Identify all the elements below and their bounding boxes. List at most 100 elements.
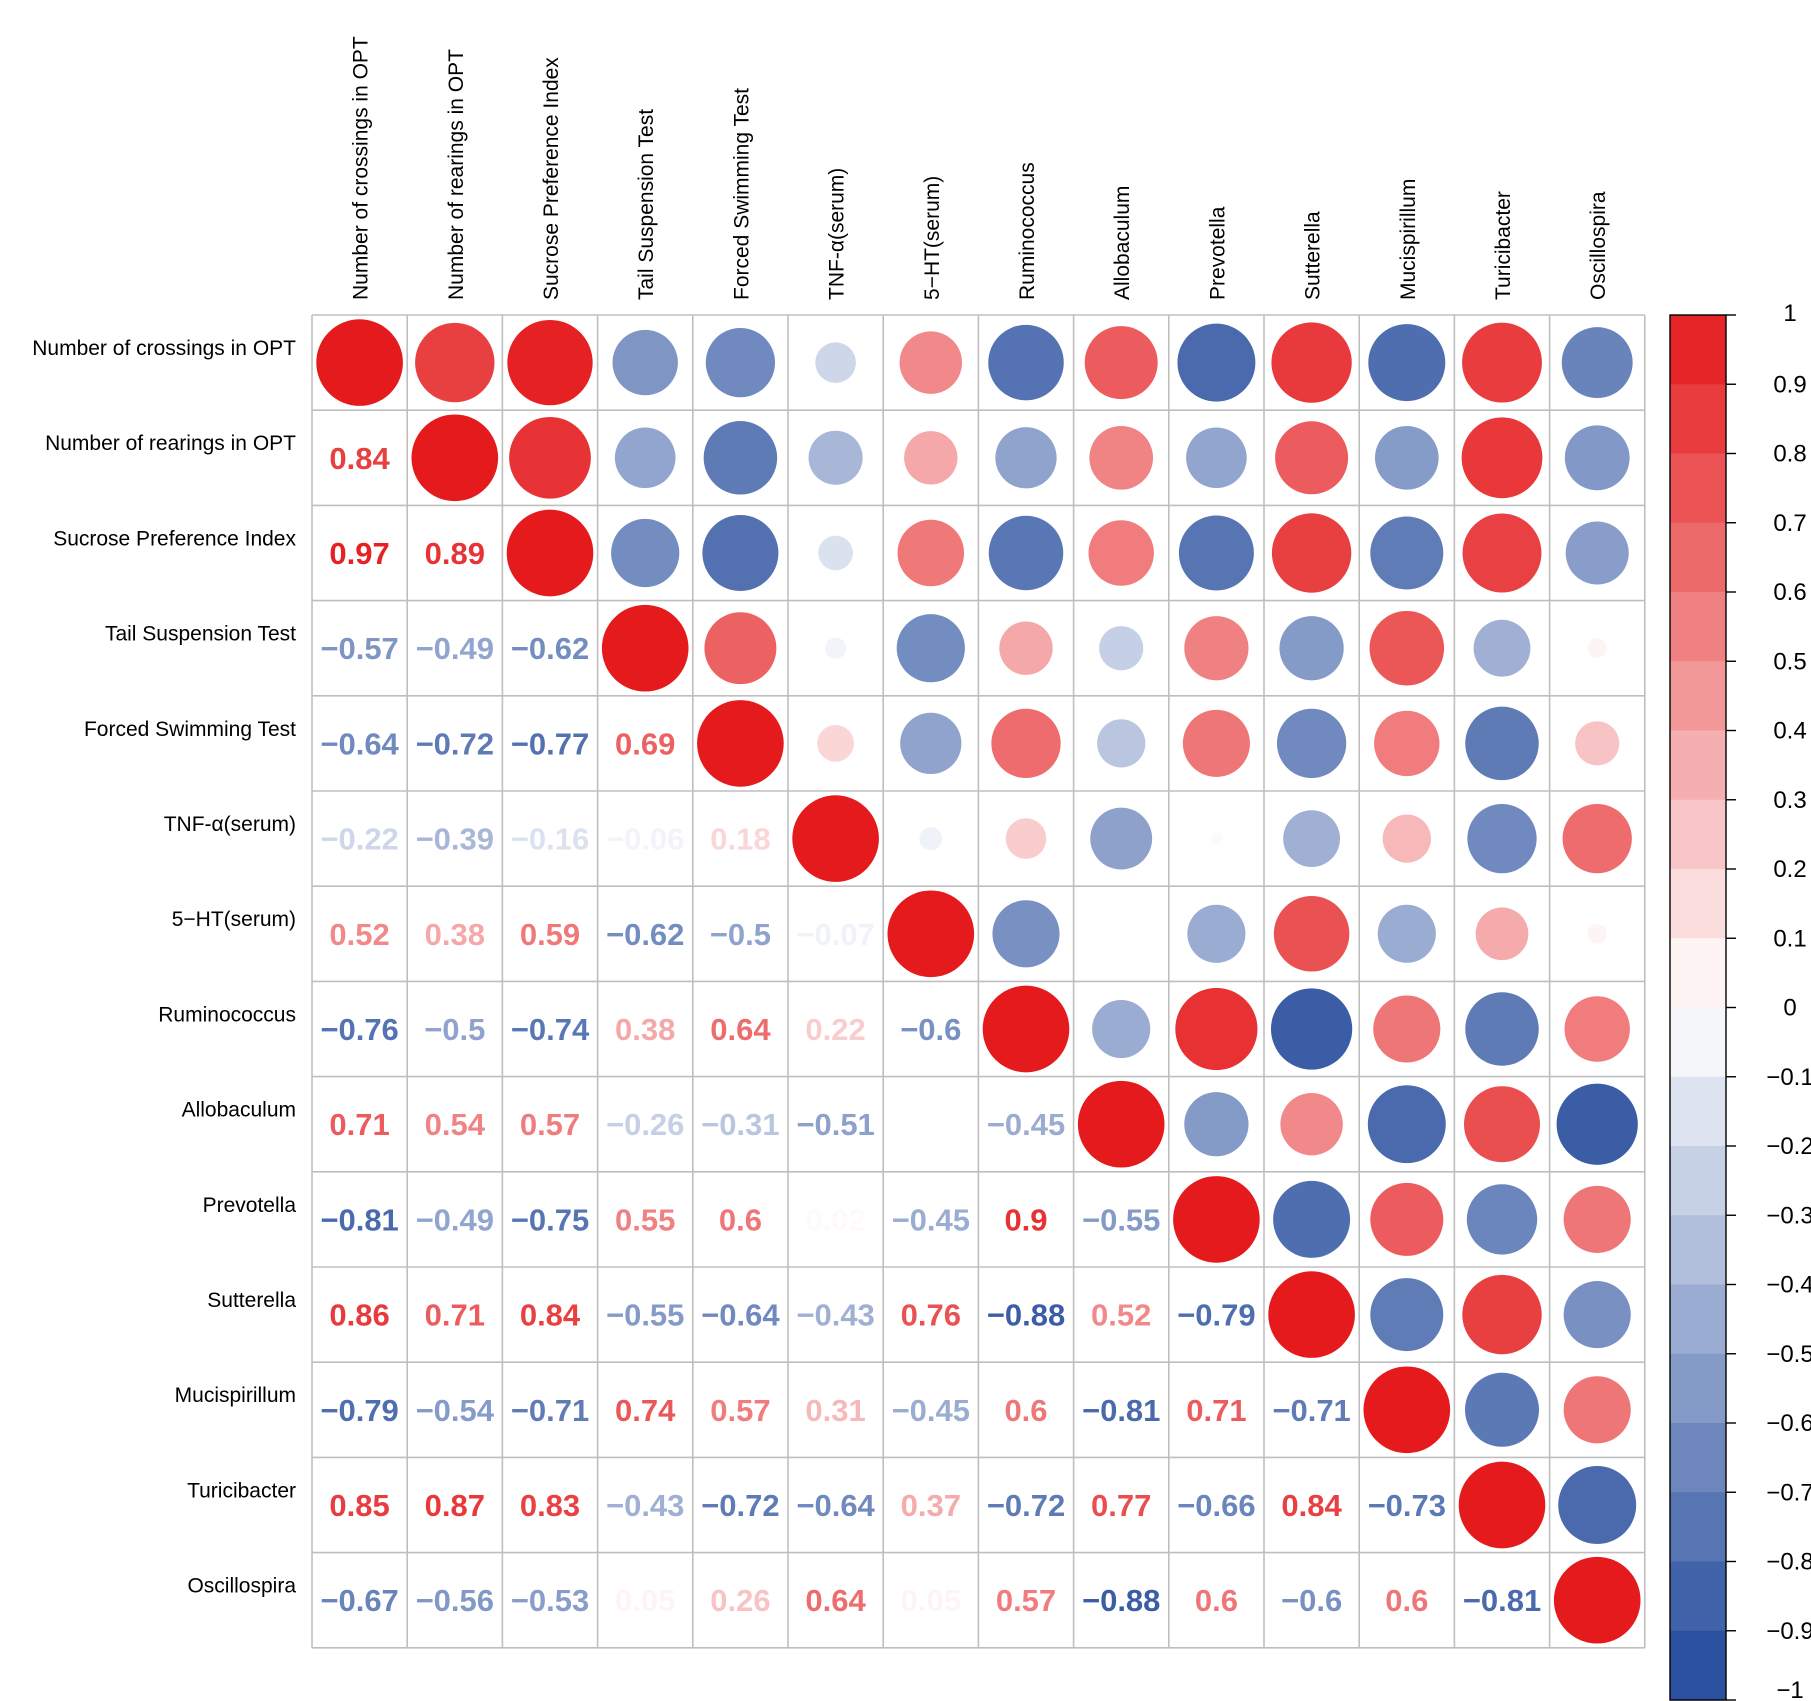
- corr-value-r12-c5: −0.64: [796, 1488, 875, 1523]
- corr-circle-r12-c12: [1458, 1461, 1546, 1549]
- corr-circle-r1-c1: [411, 414, 499, 502]
- colorbar-tick-label: 0.5: [1773, 648, 1806, 675]
- corr-value-r9-c3: 0.55: [615, 1202, 675, 1237]
- corr-value-r6-c1: 0.38: [425, 917, 485, 952]
- corr-value-r8-c0: 0.71: [329, 1107, 389, 1142]
- corr-value-r1-c0: 0.84: [329, 441, 390, 476]
- corr-circle-r3-c3: [601, 604, 689, 692]
- row-label-number-of-crossings-in-opt: Number of crossings in OPT: [32, 337, 296, 360]
- corr-circle-r8-c9: [1184, 1092, 1249, 1157]
- corr-circle-r0-c0: [316, 319, 403, 406]
- corr-circle-r7-c13: [1564, 996, 1630, 1062]
- corr-circle-r3-c6: [896, 614, 965, 683]
- corr-value-r7-c3: 0.38: [615, 1012, 675, 1047]
- col-label-oscillospira: Oscillospira: [1587, 191, 1610, 300]
- corr-value-r8-c6: 0: [922, 1107, 939, 1142]
- col-label-sutterella: Sutterella: [1302, 211, 1325, 300]
- col-label-tail-suspension-test: Tail Suspension Test: [635, 109, 658, 300]
- corr-circle-r5-c9: [1210, 832, 1223, 845]
- row-label-oscillospira: Oscillospira: [187, 1575, 296, 1598]
- corr-value-r11-c10: −0.71: [1272, 1393, 1350, 1428]
- corr-value-r8-c1: 0.54: [425, 1107, 486, 1142]
- corr-circle-r2-c6: [897, 519, 965, 587]
- corr-value-r12-c7: −0.72: [987, 1488, 1065, 1523]
- corr-circle-r10-c12: [1462, 1274, 1542, 1355]
- corr-circle-r4-c7: [991, 708, 1061, 779]
- corr-circle-r0-c11: [1368, 324, 1446, 402]
- row-label-5-ht-serum: 5−HT(serum): [172, 908, 296, 931]
- corr-circle-r2-c3: [611, 518, 680, 588]
- colorbar-segment: [1670, 453, 1726, 524]
- corr-value-r5-c2: −0.16: [511, 822, 589, 857]
- corr-circle-r2-c12: [1462, 513, 1542, 593]
- corr-value-r13-c4: 0.26: [710, 1583, 770, 1618]
- corr-value-r11-c8: −0.81: [1082, 1393, 1160, 1428]
- corr-value-r10-c1: 0.71: [425, 1298, 485, 1333]
- corr-value-r10-c5: −0.43: [796, 1298, 874, 1333]
- colorbar-tick-label: 0.4: [1773, 718, 1806, 745]
- colorbar-tick-label: 0.2: [1773, 856, 1806, 883]
- corr-circle-r1-c4: [703, 421, 778, 495]
- corr-circle-r1-c10: [1275, 421, 1349, 495]
- corr-circle-r2-c7: [988, 515, 1064, 591]
- corr-value-r10-c2: 0.84: [520, 1298, 581, 1333]
- corr-circle-r10-c11: [1370, 1278, 1444, 1352]
- colorbar-segment: [1670, 799, 1726, 870]
- colorbar-tick-label: −1: [1776, 1677, 1803, 1701]
- corr-value-r10-c3: −0.55: [606, 1298, 684, 1333]
- row-label-ruminococcus: Ruminococcus: [158, 1003, 296, 1026]
- col-label-number-of-rearings-in-opt: Number of rearings in OPT: [445, 49, 468, 300]
- corr-circle-r2-c5: [818, 535, 853, 571]
- corr-circle-r8-c13: [1556, 1083, 1638, 1165]
- corr-circle-r8-c12: [1463, 1086, 1541, 1163]
- colorbar-segment: [1670, 522, 1726, 593]
- corr-value-r9-c6: −0.45: [892, 1202, 970, 1237]
- colorbar-segment: [1670, 315, 1726, 385]
- corr-circle-r8-c11: [1367, 1085, 1446, 1164]
- col-label-turicibacter: Turicibacter: [1492, 191, 1515, 300]
- corr-circle-r2-c10: [1271, 513, 1352, 593]
- corr-circle-r9-c12: [1466, 1184, 1538, 1255]
- corr-circle-r5-c5: [792, 795, 879, 882]
- matrix-cells: 0.84 0.97 0.89 −0.57 −0.49 −0.62 −0.64 −0.72 −0.…: [316, 319, 1641, 1644]
- corr-circle-r0-c9: [1177, 323, 1256, 402]
- corr-value-r6-c0: 0.52: [329, 917, 389, 952]
- corr-circle-r0-c13: [1561, 327, 1633, 399]
- corr-value-r6-c4: −0.5: [710, 917, 771, 952]
- corr-circle-r10-c10: [1268, 1271, 1355, 1358]
- corr-value-r13-c8: −0.88: [1082, 1583, 1160, 1618]
- corr-value-r12-c3: −0.43: [606, 1488, 684, 1523]
- corr-circle-r1-c7: [995, 427, 1057, 489]
- corr-value-r13-c1: −0.56: [416, 1583, 494, 1618]
- row-label-tail-suspension-test: Tail Suspension Test: [105, 623, 296, 646]
- corr-value-r8-c7: −0.45: [987, 1107, 1065, 1142]
- corr-value-r13-c3: 0.05: [615, 1583, 675, 1618]
- corr-circle-r5-c7: [1005, 818, 1047, 859]
- corr-circle-r0-c5: [815, 342, 856, 383]
- corr-circle-r5-c11: [1382, 814, 1431, 863]
- corr-circle-r7-c11: [1373, 995, 1441, 1063]
- corr-circle-r10-c13: [1563, 1281, 1631, 1349]
- colorbar-segment: [1670, 1353, 1726, 1424]
- corr-value-r3-c0: −0.57: [320, 631, 398, 666]
- corr-circle-r2-c13: [1565, 521, 1629, 585]
- corr-circle-r11-c12: [1464, 1372, 1540, 1447]
- corr-value-r3-c1: −0.49: [416, 631, 494, 666]
- corr-circle-r3-c5: [824, 637, 847, 659]
- corr-value-r13-c6: 0.05: [901, 1583, 961, 1618]
- corr-value-r13-c0: −0.67: [320, 1583, 398, 1618]
- colorbar-segment: [1670, 730, 1726, 801]
- colorbar-segment: [1670, 938, 1726, 1009]
- corr-value-r4-c1: −0.72: [416, 726, 494, 761]
- corr-circle-r8-c8: [1077, 1080, 1165, 1168]
- corr-value-r10-c4: −0.64: [701, 1298, 780, 1333]
- corr-circle-r4-c4: [697, 700, 784, 787]
- corr-circle-r1-c5: [808, 430, 863, 485]
- corr-circle-r2-c11: [1370, 516, 1444, 590]
- colorbar-tick-label: −0.2: [1766, 1133, 1811, 1160]
- corr-circle-r8-c10: [1280, 1092, 1343, 1156]
- corr-value-r9-c1: −0.49: [416, 1202, 494, 1237]
- corr-value-r7-c2: −0.74: [511, 1012, 590, 1047]
- corr-circle-r5-c6: [919, 827, 943, 851]
- corr-circle-r9-c11: [1370, 1182, 1444, 1256]
